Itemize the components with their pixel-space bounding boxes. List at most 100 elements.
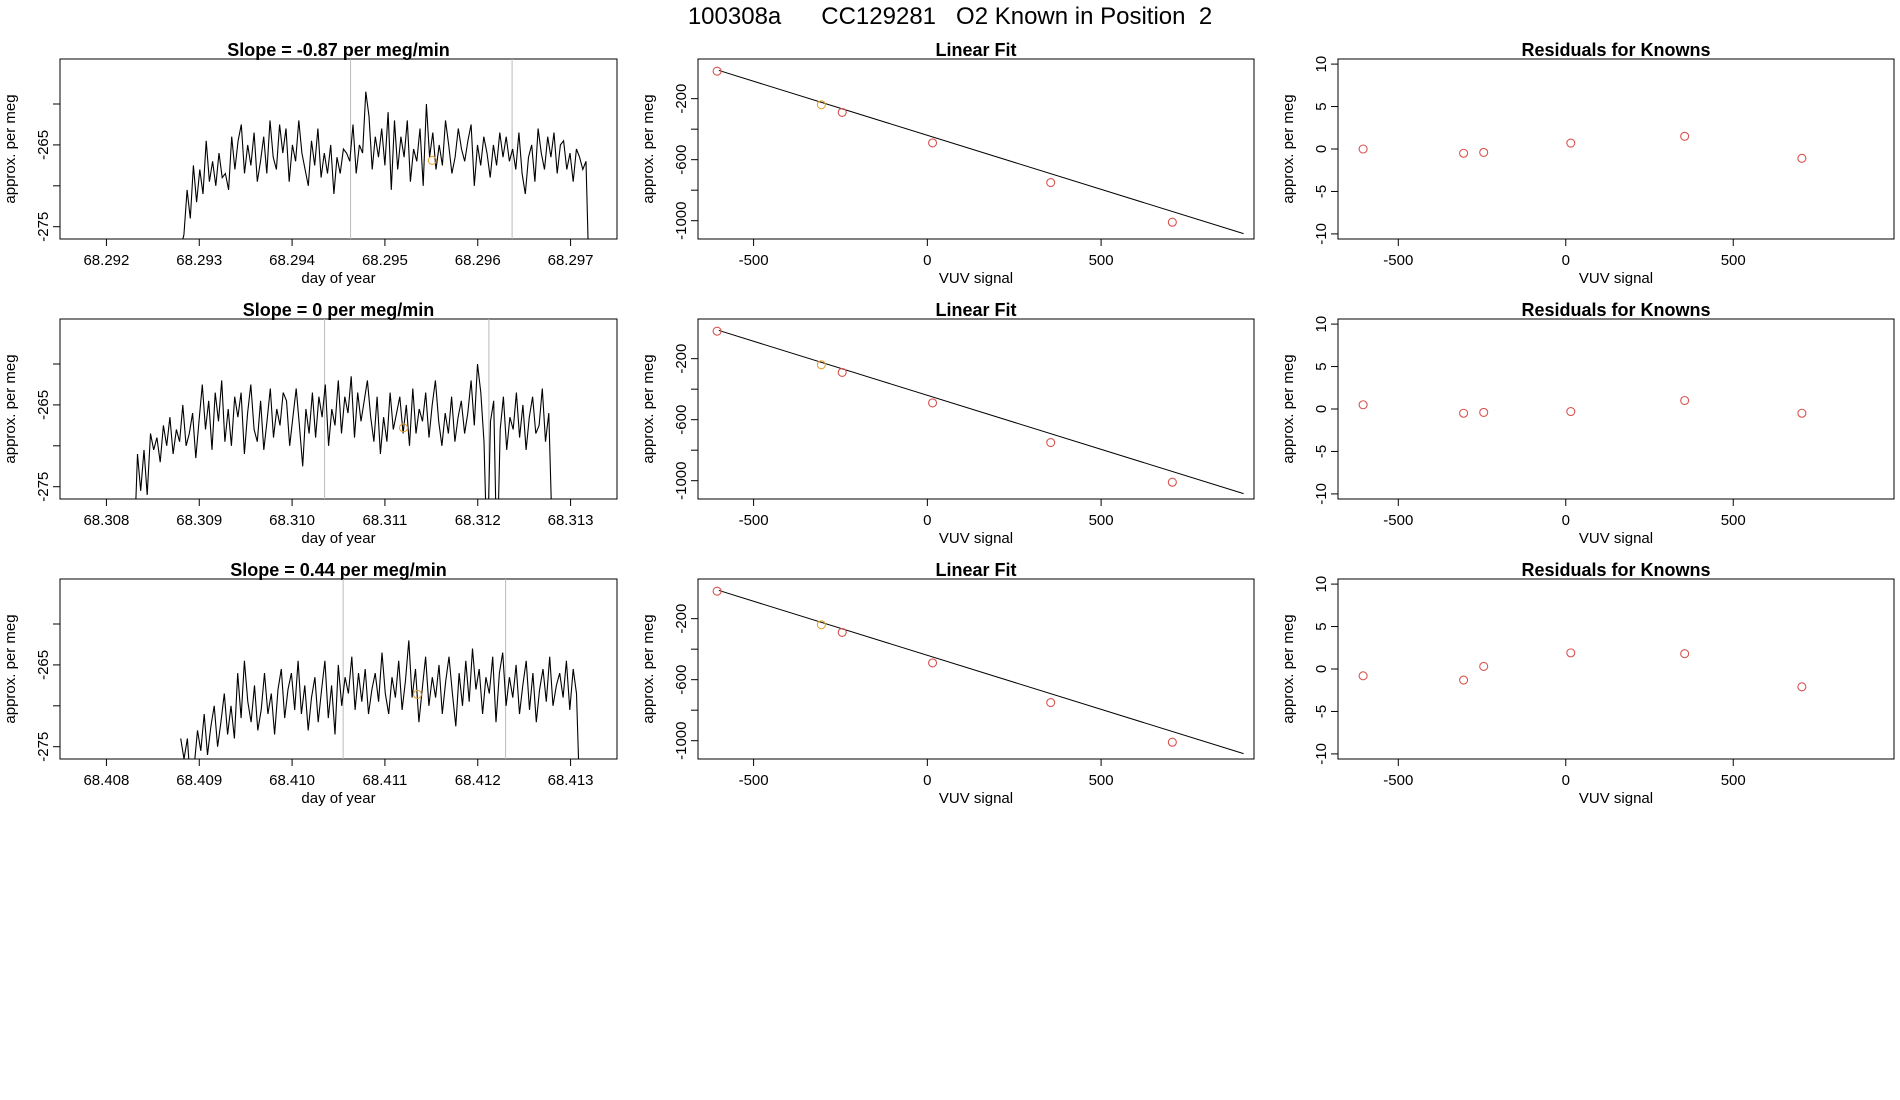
plot-frame [59, 318, 618, 500]
x-tick-label: 500 [1721, 252, 1746, 269]
plot-area [712, 326, 1244, 495]
series-line [180, 640, 580, 759]
series-line [135, 363, 552, 499]
x-tick-label: 68.413 [548, 772, 594, 789]
data-point [1046, 178, 1056, 188]
data-point [816, 360, 826, 370]
x-tick-label: 0 [923, 772, 931, 789]
x-tick-label: 68.292 [83, 252, 129, 269]
plot-area [180, 579, 580, 759]
chart-title: Linear Fit [935, 560, 1016, 580]
y-tick-label: -600 [673, 665, 690, 695]
x-axis-label: day of year [301, 270, 375, 287]
chart-panel-5: Linear Fit -500 0 500 -200 -600 -1000 VUV signa… [640, 300, 1255, 547]
y-tick-label: -600 [673, 145, 690, 175]
y-tick-label: -265 [35, 390, 52, 420]
data-point [1046, 698, 1056, 708]
y-tick-label: 10 [1313, 56, 1330, 73]
chart-panel-2: Linear Fit -500 0 500 -200 -600 -1000 VUV signa… [640, 40, 1255, 287]
plot-frame [1337, 58, 1895, 240]
chart-panel-1: Slope = -0.87 per meg/min 68.292 68.293 68.… [2, 40, 618, 287]
y-tick-label: -200 [673, 344, 690, 374]
chart-title: Linear Fit [935, 40, 1016, 60]
data-point [1167, 217, 1177, 227]
highlight-point [427, 155, 437, 166]
x-axis-label: VUV signal [1579, 790, 1653, 807]
plot-area [135, 319, 552, 499]
data-point [1167, 737, 1177, 747]
data-point [1680, 649, 1690, 659]
data-point [1797, 153, 1807, 163]
y-tick-label: -275 [35, 732, 52, 762]
highlight-point [412, 689, 422, 699]
fit-line [718, 589, 1244, 755]
x-axis-label: VUV signal [1579, 530, 1653, 547]
x-tick-label: -500 [739, 512, 769, 529]
chart-title: Residuals for Knowns [1521, 40, 1710, 60]
data-point [1566, 648, 1576, 658]
series-line [182, 91, 589, 239]
x-tick-label: 0 [923, 512, 931, 529]
x-tick-label: 68.313 [548, 512, 594, 529]
y-axis-label: approx. per meg [1280, 94, 1297, 203]
x-tick-label: 68.411 [363, 772, 408, 789]
x-tick-label: 68.311 [363, 512, 408, 529]
y-tick-label: -600 [673, 405, 690, 435]
plot-area [712, 586, 1244, 755]
data-point [928, 398, 938, 408]
x-tick-label: 500 [1721, 772, 1746, 789]
plot-frame [697, 58, 1255, 240]
y-axis-label: approx. per meg [2, 94, 19, 203]
y-tick-label: -265 [35, 130, 52, 160]
y-axis-label: approx. per meg [640, 614, 657, 723]
chart-title: Slope = 0 per meg/min [243, 300, 435, 320]
plot-frame [1337, 318, 1895, 500]
plot-area [1358, 131, 1807, 163]
chart-panel-7: Slope = 0.44 per meg/min 68.408 68.409 68.4… [2, 560, 618, 807]
y-tick-label: -10 [1313, 743, 1330, 765]
chart-panel-3: Residuals for Knowns -500 0 500 -10 -5 0 5 10 VUV… [1280, 40, 1895, 287]
y-tick-label: -10 [1313, 223, 1330, 245]
x-tick-label: 68.296 [455, 252, 501, 269]
chart-panel-8: Linear Fit -500 0 500 -200 -600 -1000 VUV signa… [640, 560, 1255, 807]
y-tick-label: -1000 [673, 462, 690, 500]
data-point [1358, 400, 1368, 410]
plot-area [1358, 648, 1807, 692]
chart-title: Residuals for Knowns [1521, 300, 1710, 320]
x-tick-label: 0 [1562, 252, 1570, 269]
plot-frame [59, 578, 618, 760]
x-tick-label: 68.294 [269, 252, 315, 269]
data-point [1459, 408, 1469, 418]
data-point [928, 138, 938, 148]
data-point [816, 100, 826, 110]
plot-frame [697, 578, 1255, 760]
y-tick-label: 0 [1313, 665, 1330, 673]
data-point [1680, 395, 1690, 406]
x-axis-label: VUV signal [1579, 270, 1653, 287]
x-tick-label: 68.297 [548, 252, 594, 269]
x-tick-label: 0 [1562, 512, 1570, 529]
x-tick-label: 68.312 [455, 512, 501, 529]
data-point [1459, 675, 1469, 685]
y-tick-label: -200 [673, 604, 690, 634]
x-tick-label: 68.308 [83, 512, 129, 529]
y-tick-label: -10 [1313, 483, 1330, 505]
x-tick-label: 68.410 [269, 772, 315, 789]
fit-line [718, 329, 1244, 495]
y-tick-label: 10 [1313, 576, 1330, 593]
data-point [1358, 671, 1368, 681]
data-point [837, 627, 847, 637]
y-tick-label: -200 [673, 84, 690, 114]
x-tick-label: -500 [1383, 772, 1413, 789]
data-point [712, 66, 722, 76]
x-tick-label: 68.309 [176, 512, 222, 529]
y-axis-label: approx. per meg [2, 354, 19, 463]
y-axis-label: approx. per meg [1280, 614, 1297, 723]
chart-title: Slope = 0.44 per meg/min [230, 560, 447, 580]
x-tick-label: 68.409 [176, 772, 222, 789]
fit-line [718, 69, 1244, 235]
x-tick-label: -500 [739, 252, 769, 269]
y-axis-label: approx. per meg [2, 614, 19, 723]
plot-frame [1337, 578, 1895, 760]
x-axis-label: day of year [301, 790, 375, 807]
